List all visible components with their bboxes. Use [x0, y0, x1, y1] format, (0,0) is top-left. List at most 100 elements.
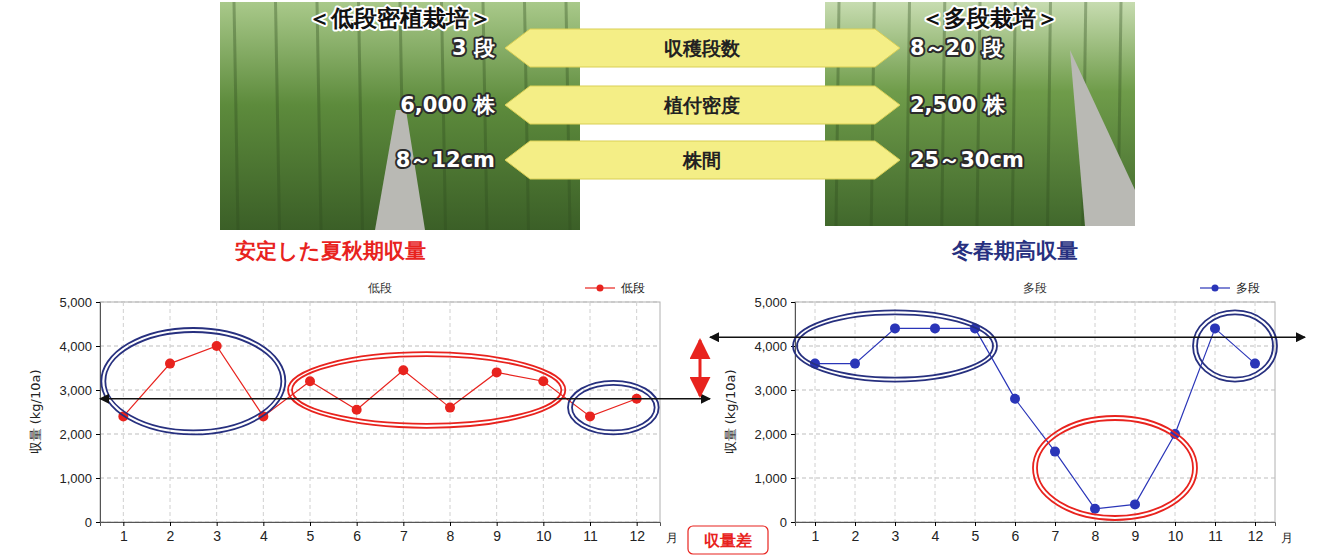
y-tick: 2,000	[59, 427, 100, 442]
x-tick-mark	[935, 522, 936, 526]
data-point	[398, 365, 408, 375]
y-tick: 4,000	[754, 339, 795, 354]
comparison-label: 植付密度	[663, 94, 740, 116]
x-tick-label: 11	[583, 528, 598, 544]
comparison-arrow	[505, 86, 900, 124]
x-grid	[496, 302, 497, 522]
data-point	[492, 367, 502, 377]
x-tick-mark	[895, 522, 896, 526]
x-tick-mark	[855, 522, 856, 526]
y-tick-label: 1,000	[59, 471, 92, 486]
x-tick-mark	[1215, 522, 1216, 526]
chart: 01,0002,0003,0004,0005,00012345678910111…	[28, 281, 678, 545]
x-grid	[1135, 302, 1136, 522]
plant-row	[276, 2, 280, 230]
y-tick-label: 5,000	[59, 295, 92, 310]
x-tick: 12	[1248, 522, 1264, 544]
x-tick-mark	[1175, 522, 1176, 526]
plot-frame	[795, 302, 1275, 522]
data-point	[1090, 504, 1100, 514]
y-grid	[795, 434, 1275, 435]
x-axis-title: 月	[1281, 531, 1293, 545]
x-tick-label: 1	[812, 528, 820, 544]
plant-row	[317, 2, 321, 230]
data-point	[890, 323, 900, 333]
y-tick-mark	[96, 522, 100, 523]
y-tick-label: 3,000	[59, 383, 92, 398]
data-point	[1010, 394, 1020, 404]
x-tick: 1	[120, 522, 128, 544]
y-axis-title: 収量 (kg/10a)	[28, 370, 43, 455]
x-tick: 9	[1132, 522, 1140, 544]
x-tick-label: 12	[1248, 528, 1264, 544]
highlight-ellipse	[288, 352, 565, 428]
x-grid	[1215, 302, 1216, 522]
x-tick-mark	[1015, 522, 1016, 526]
difference-arrow	[699, 340, 702, 396]
highlight-ellipse	[568, 381, 659, 435]
x-tick-mark	[637, 522, 638, 526]
x-tick: 4	[260, 522, 268, 544]
data-point	[165, 359, 175, 369]
aisle	[1070, 50, 1135, 226]
x-tick: 1	[812, 522, 820, 544]
x-tick-label: 12	[629, 528, 645, 544]
chart-title: 多段	[1023, 281, 1047, 295]
x-grid	[170, 302, 171, 522]
y-tick-label: 2,000	[59, 427, 92, 442]
y-tick: 0	[85, 515, 100, 530]
comparison-arrow	[505, 141, 900, 179]
y-axis: 01,0002,0003,0004,0005,000	[754, 295, 795, 530]
highlight-ellipse	[1193, 310, 1277, 381]
x-grid	[935, 302, 936, 522]
x-tick-mark	[263, 522, 264, 526]
highlight-ellipse	[797, 314, 993, 377]
x-tick-label: 11	[1208, 528, 1223, 544]
x-tick-mark	[815, 522, 816, 526]
y-grid	[100, 302, 660, 303]
x-tick: 11	[1208, 522, 1223, 544]
x-tick: 9	[493, 522, 501, 544]
data-point	[352, 405, 362, 415]
y-axis-line	[96, 303, 101, 523]
y-tick-label: 4,000	[59, 339, 92, 354]
y-tick-label: 3,000	[754, 383, 787, 398]
x-tick-mark	[1055, 522, 1056, 526]
chart-title: 低段	[368, 281, 392, 295]
x-tick-mark	[450, 522, 451, 526]
legend-marker	[597, 285, 604, 292]
x-tick-mark	[123, 522, 124, 526]
y-tick: 5,000	[754, 295, 795, 310]
highlight	[793, 310, 1277, 520]
grid	[100, 302, 660, 522]
data-point	[1050, 447, 1060, 457]
x-tick-label: 10	[1168, 528, 1184, 544]
data-point	[585, 411, 595, 421]
highlight-ellipse	[292, 356, 561, 424]
x-tick: 5	[307, 522, 315, 544]
x-axis: 123456789101112	[101, 522, 661, 544]
x-tick: 11	[583, 522, 598, 544]
x-grid	[815, 302, 816, 522]
x-tick: 8	[1092, 522, 1100, 544]
chart: 01,0002,0003,0004,0005,00012345678910111…	[723, 281, 1293, 545]
y-tick-mark	[791, 302, 795, 303]
x-grid	[216, 302, 217, 522]
page: 収穫段数植付密度株間＜低段密植栽培＞＜多段栽培＞3 段6,000 株8～12cm…	[0, 0, 1326, 558]
y-tick: 3,000	[754, 383, 795, 398]
x-tick-label: 10	[536, 528, 552, 544]
y-grid	[100, 346, 660, 347]
comparison-label: 収穫段数	[664, 37, 741, 59]
y-tick-mark	[96, 346, 100, 347]
data-point	[1210, 323, 1220, 333]
x-grid	[1095, 302, 1096, 522]
photo-label: 3 段	[452, 36, 496, 60]
y-tick-label: 1,000	[754, 471, 787, 486]
x-tick: 2	[167, 522, 175, 544]
highlight-ellipse	[105, 332, 281, 430]
reference-arrow	[710, 336, 1305, 338]
y-tick-label: 0	[85, 515, 92, 530]
data-point	[538, 376, 548, 386]
x-tick-label: 2	[167, 528, 175, 544]
legend-marker	[1212, 285, 1219, 292]
